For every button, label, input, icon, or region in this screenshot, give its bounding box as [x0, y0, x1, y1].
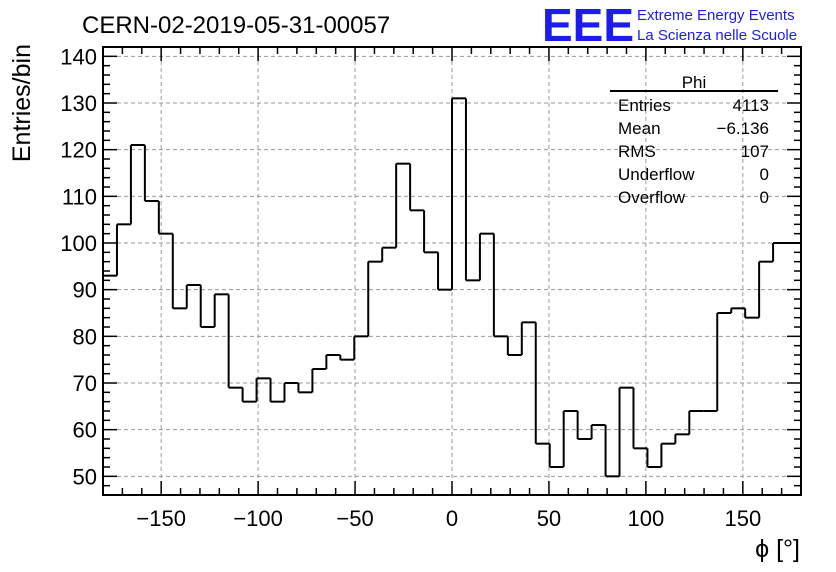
y-tick-label: 70 [73, 371, 97, 396]
x-tick-label: 100 [628, 506, 665, 531]
x-tick-label: −100 [233, 506, 283, 531]
y-tick-label: 130 [60, 91, 97, 116]
x-tick-label: 0 [446, 506, 458, 531]
stats-row-value: −6.136 [717, 119, 769, 138]
x-tick-label: 150 [724, 506, 761, 531]
x-axis-ticks: −150 −100 −50 0 50 100 150 [102, 47, 802, 531]
y-tick-label: 110 [62, 184, 97, 209]
y-tick-label: 120 [60, 138, 97, 163]
stats-rows: Entries 4113 Mean −6.136 RMS 107 Underflow 0 Ove… [618, 96, 769, 207]
histogram-bins [103, 97, 801, 478]
stats-row-label: Overflow [618, 188, 686, 207]
stats-row-label: Underflow [618, 165, 695, 184]
x-tick-label: 50 [537, 506, 561, 531]
stats-row-label: Mean [618, 119, 661, 138]
x-axis-title: ϕ [°] [755, 535, 800, 563]
y-tick-label: 50 [73, 464, 97, 489]
y-tick-label: 100 [60, 231, 97, 256]
y-tick-label: 90 [73, 278, 97, 303]
logo-mark: EEE [542, 0, 634, 51]
stats-box: Phi Entries 4113 Mean −6.136 RMS 107 Underflow… [610, 73, 778, 207]
x-tick-label: −50 [336, 506, 373, 531]
stats-row-value: 0 [760, 165, 769, 184]
stats-row-value: 0 [760, 188, 769, 207]
stats-row-label: Entries [618, 96, 671, 115]
logo-line-2: La Scienza nelle Scuole [637, 27, 797, 44]
y-axis-ticks: 50 60 70 80 90 100 110 120 130 140 [60, 44, 801, 496]
x-tick-label: −150 [136, 506, 186, 531]
y-tick-label: 140 [60, 44, 97, 69]
y-axis-title: Entries/bin [8, 44, 36, 162]
stats-row-label: RMS [618, 142, 656, 161]
eee-logo: EEE Extreme Energy Events La Scienza nel… [542, 0, 797, 51]
stats-row-value: 107 [741, 142, 769, 161]
y-tick-label: 80 [73, 324, 97, 349]
chart-title: CERN-02-2019-05-31-00057 [82, 12, 390, 39]
stats-row-value: 4113 [732, 96, 769, 115]
stats-title: Phi [682, 73, 707, 92]
y-tick-label: 60 [73, 418, 97, 443]
logo-line-1: Extreme Energy Events [637, 7, 795, 24]
